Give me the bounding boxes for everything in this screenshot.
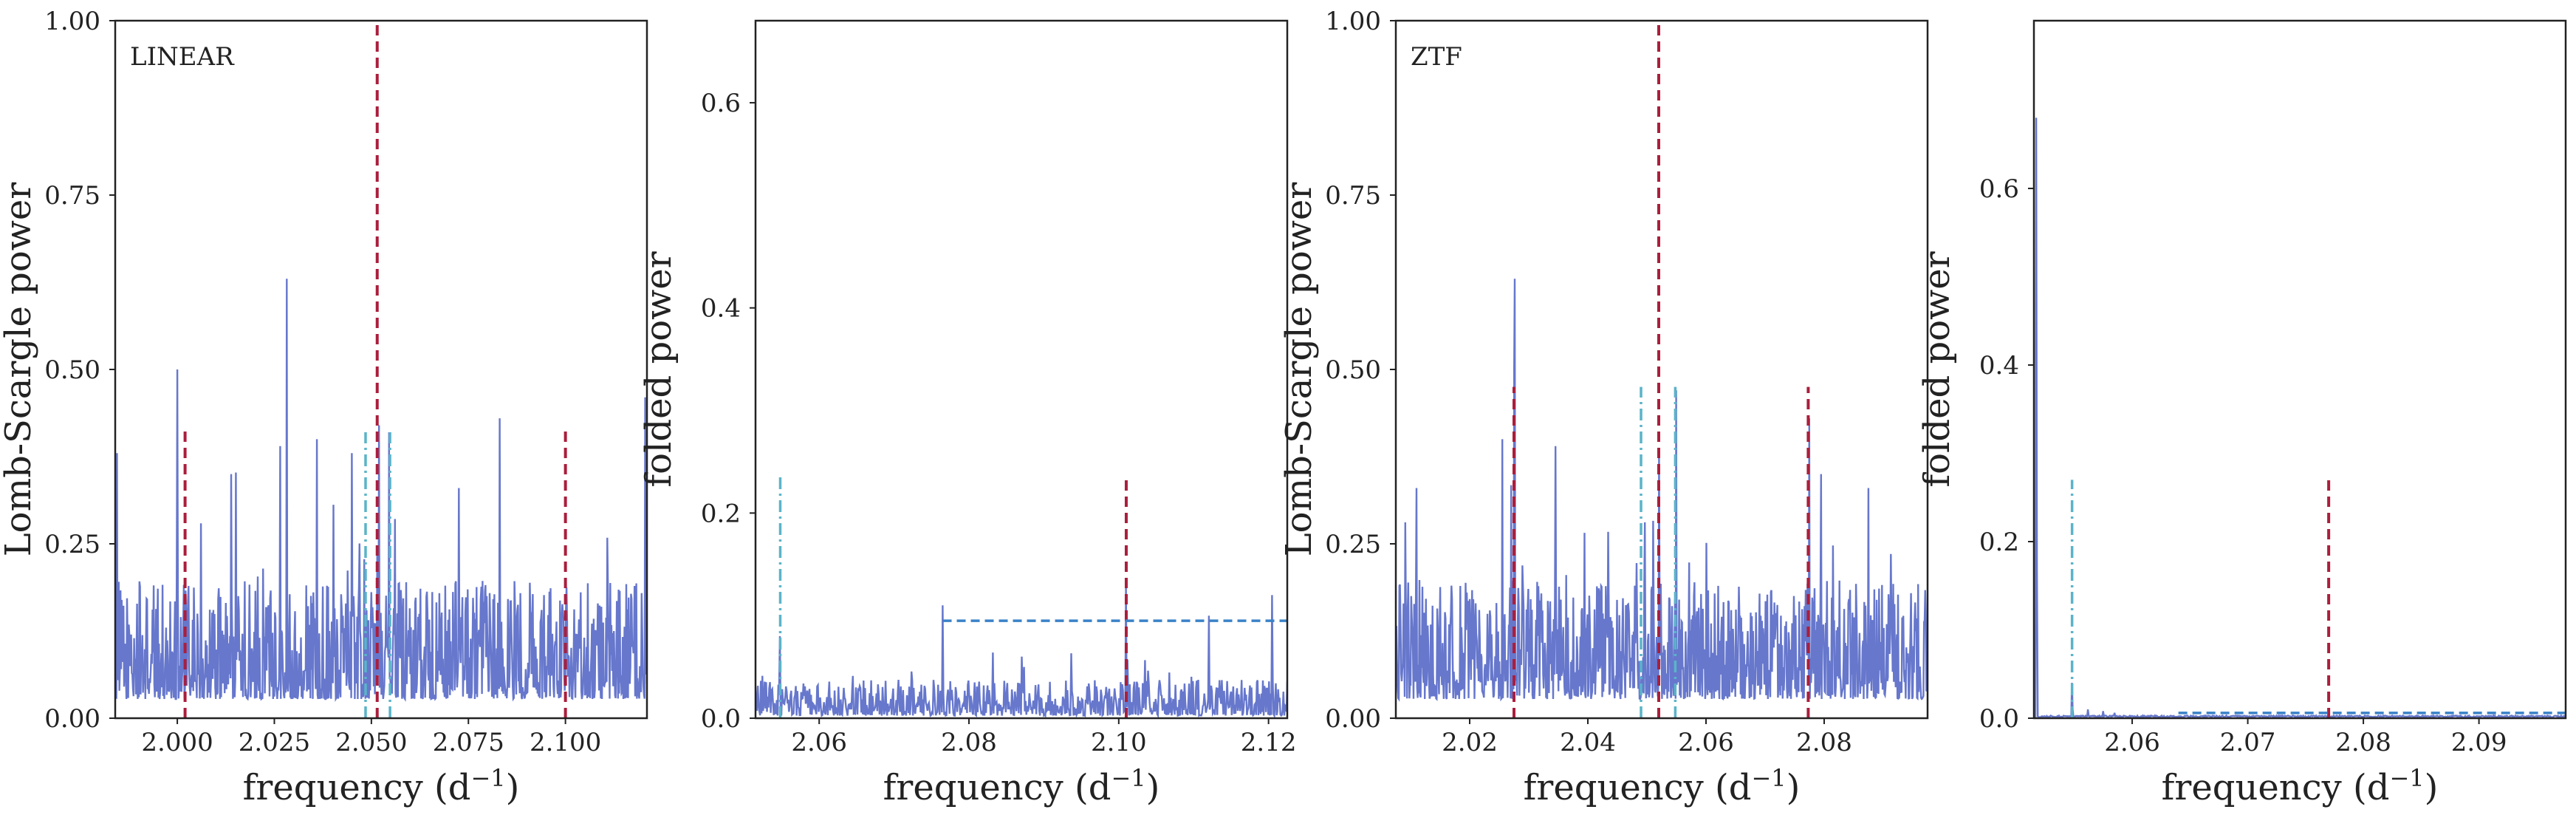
x-axis-label: frequency (d−1) — [1524, 764, 1801, 808]
y-tick-label: 0.50 — [44, 355, 100, 385]
x-tick-label: 2.050 — [335, 728, 407, 757]
y-tick-label: 0.50 — [1325, 355, 1381, 385]
y-tick-label: 0.6 — [1979, 174, 2019, 204]
x-axis-label: frequency (d−1) — [243, 764, 520, 808]
x-tick-label: 2.04 — [1560, 728, 1616, 757]
x-tick-label: 2.07 — [2220, 728, 2276, 757]
y-tick-label: 0.4 — [1979, 351, 2019, 381]
y-tick-label: 1.00 — [1325, 7, 1381, 36]
x-tick-label: 2.08 — [2335, 728, 2391, 757]
y-axis-label: Lomb-Scargle power — [1278, 183, 1320, 556]
power-series-line — [756, 584, 1287, 718]
y-tick-label: 0.00 — [1325, 704, 1381, 734]
panel-3: 2.02 2.04 2.06 2.08 0.00 0.25 0.50 0.75 1.00 freq… — [1278, 7, 1929, 808]
panel-4: 2.06 2.07 2.08 2.09 0.0 0.2 0.4 0.6 frequency (d… — [1916, 19, 2567, 808]
survey-label: LINEAR — [130, 42, 235, 72]
x-tick-label: 2.000 — [141, 728, 213, 757]
x-tick-label: 2.06 — [791, 728, 847, 757]
panel-2: 2.06 2.08 2.10 2.12 0.0 0.2 0.4 0.6 frequency (d… — [638, 19, 1297, 808]
panel-1: 2.000 2.025 2.050 2.075 2.100 0.00 0.25 0.50 0.7… — [0, 7, 648, 808]
x-tick-label: 2.06 — [2104, 728, 2160, 757]
power-series-line — [115, 279, 647, 702]
x-tick-label: 2.075 — [433, 728, 504, 757]
x-tick-label: 2.02 — [1442, 728, 1498, 757]
x-tick-label: 2.12 — [1241, 728, 1297, 757]
y-tick-label: 0.2 — [1979, 528, 2019, 557]
y-axis-label: folded power — [638, 251, 679, 487]
y-tick-label: 0.25 — [1325, 530, 1381, 559]
y-tick-label: 0.25 — [44, 530, 100, 559]
x-tick-label: 2.08 — [1796, 728, 1852, 757]
y-tick-label: 0.75 — [1325, 181, 1381, 211]
y-tick-label: 0.75 — [44, 181, 100, 211]
x-tick-label: 2.06 — [1678, 728, 1734, 757]
x-axis-label: frequency (d−1) — [2162, 764, 2439, 808]
power-series-line — [1396, 279, 1928, 702]
x-tick-label: 2.025 — [239, 728, 310, 757]
axes-frame — [754, 19, 1289, 720]
x-axis-label: frequency (d−1) — [883, 764, 1160, 808]
x-tick-label: 2.10 — [1091, 728, 1147, 757]
y-tick-label: 0.4 — [701, 294, 741, 324]
x-tick-label: 2.100 — [530, 728, 601, 757]
y-tick-label: 1.00 — [44, 7, 100, 36]
y-tick-label: 0.0 — [701, 704, 741, 734]
y-tick-label: 0.2 — [701, 499, 741, 528]
x-tick-label: 2.09 — [2451, 728, 2507, 757]
x-tick-label: 2.08 — [941, 728, 997, 757]
axes-frame — [2032, 19, 2567, 720]
power-series-line — [2034, 117, 2566, 718]
y-tick-label: 0.00 — [44, 704, 100, 734]
y-tick-label: 0.6 — [701, 89, 741, 118]
y-tick-label: 0.0 — [1979, 704, 2019, 734]
y-axis-label: Lomb-Scargle power — [0, 183, 39, 556]
y-axis-label: folded power — [1916, 251, 1958, 487]
survey-label: ZTF — [1411, 42, 1462, 72]
